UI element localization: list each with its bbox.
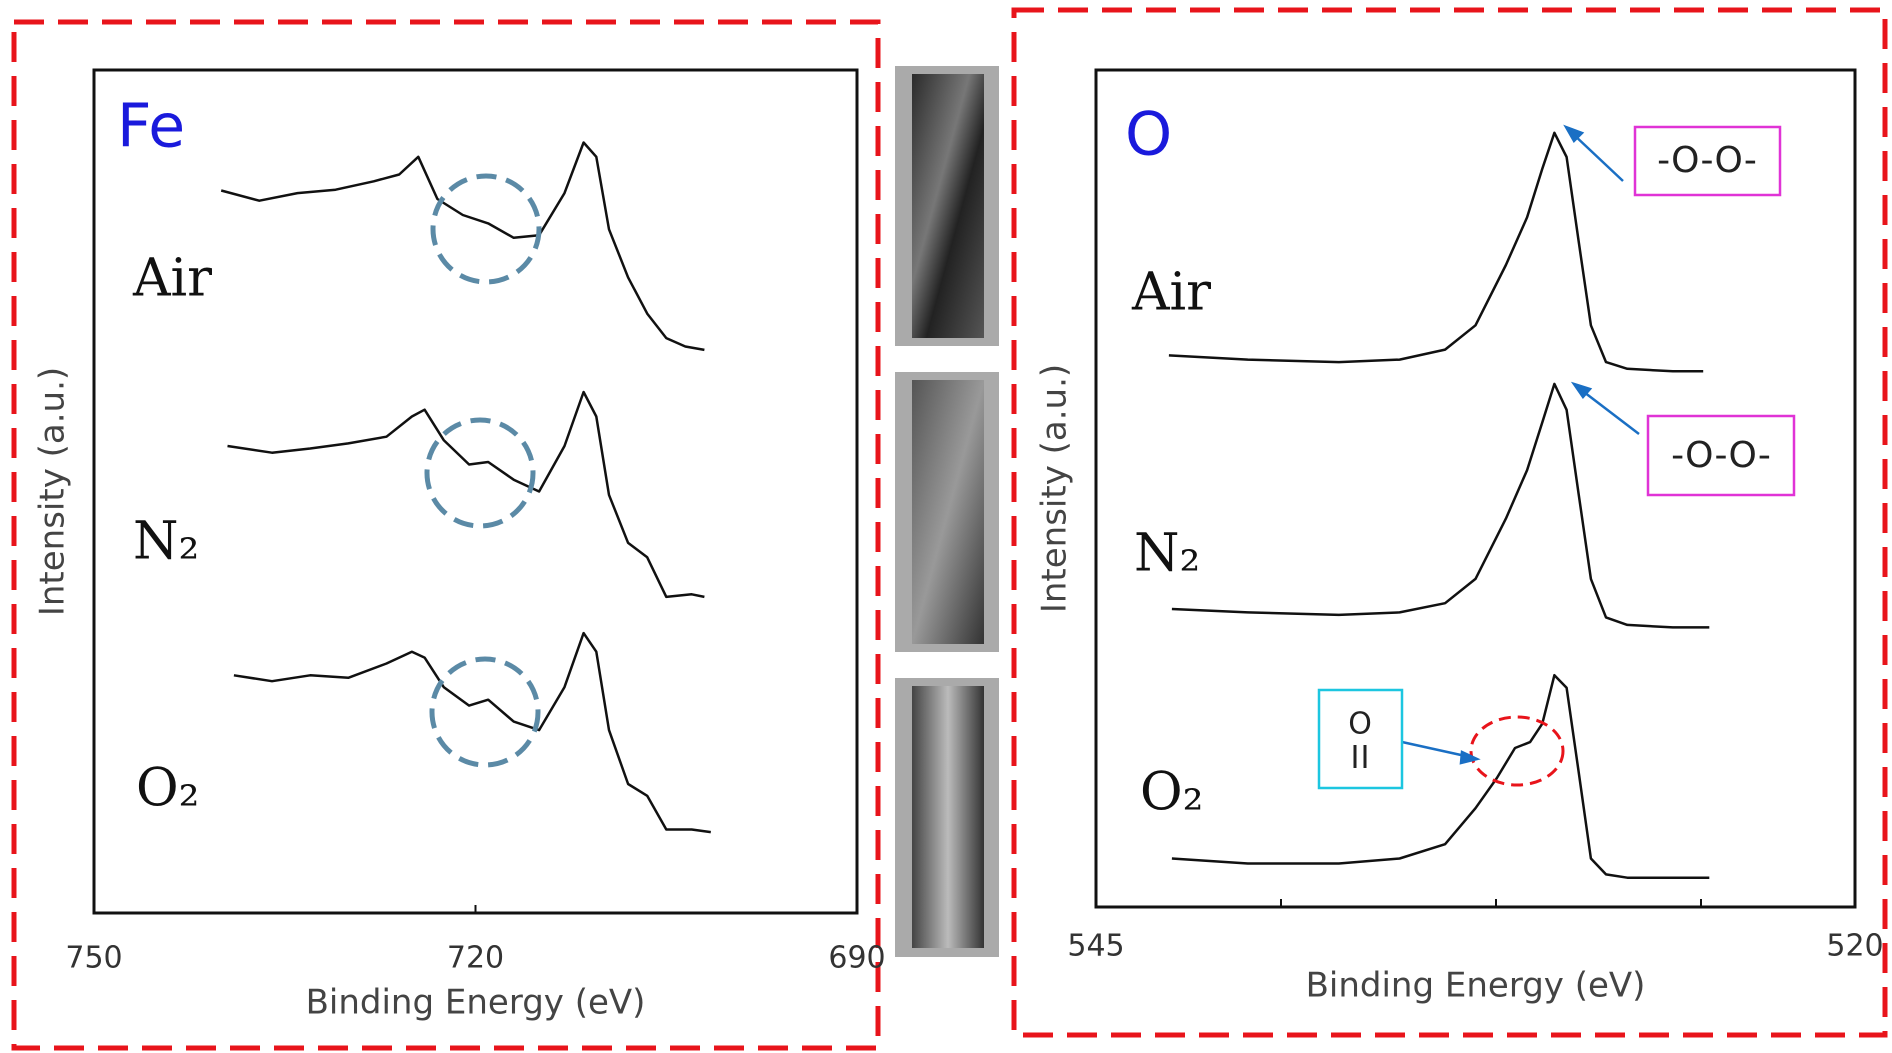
highlight-circle — [1469, 715, 1565, 787]
annotation-box — [1317, 688, 1404, 790]
x-axis-title: Binding Energy (eV) — [1306, 966, 1646, 1006]
arrow — [1571, 132, 1624, 182]
annotation: -O-O- — [1671, 435, 1771, 476]
arrow-head — [1459, 750, 1481, 765]
annotation: -O-O- — [1657, 140, 1757, 181]
series-label: Air — [132, 249, 212, 309]
spectrum-line — [233, 631, 711, 834]
double-bond — [1353, 745, 1367, 768]
x-tick-label: 750 — [65, 941, 122, 976]
sample-photo — [912, 380, 984, 644]
annotation-box — [1646, 414, 1796, 497]
x-tick-label: 720 — [447, 941, 504, 976]
spectrum-line — [1171, 673, 1710, 879]
arrow-head — [1570, 381, 1593, 400]
panel-frame — [1011, 7, 1888, 1038]
plot-frame — [92, 68, 859, 915]
spectrum-line — [220, 141, 705, 352]
y-axis-title: Intensity (a.u.) — [33, 367, 73, 616]
arrow-head — [1563, 124, 1585, 144]
panel-frame — [11, 19, 881, 1051]
sample-photo — [912, 74, 984, 338]
series-label: N₂ — [1134, 524, 1200, 584]
arrow — [1579, 388, 1640, 435]
spectrum-line — [1168, 131, 1704, 373]
x-tick-label: 520 — [1826, 929, 1883, 964]
panel-title: Fe — [117, 92, 185, 162]
series-label: Air — [1131, 263, 1211, 323]
highlight-circles — [424, 173, 542, 768]
arrow — [1401, 740, 1471, 759]
annotation-box — [1633, 125, 1782, 197]
y-axis-title: Intensity (a.u.) — [1035, 364, 1075, 613]
x-tick-label: 690 — [828, 941, 885, 976]
spectrum-line — [227, 390, 705, 599]
series-label: O₂ — [1140, 763, 1203, 823]
highlight-circle — [430, 173, 542, 285]
series-label: O₂ — [136, 759, 199, 819]
highlight-circle — [429, 656, 541, 768]
plot-frame — [1094, 68, 1857, 909]
arrows — [1401, 124, 1640, 765]
x-axis-title: Binding Energy (eV) — [306, 983, 646, 1023]
sample-photo — [912, 686, 984, 948]
series-label: N₂ — [133, 512, 199, 572]
spectrum-line — [1171, 382, 1710, 629]
annotation: O — [1348, 707, 1372, 742]
minor-ticks — [1280, 899, 1702, 907]
panel-title: O — [1125, 100, 1172, 170]
highlight-circle — [424, 417, 536, 529]
x-tick-label: 545 — [1067, 929, 1124, 964]
